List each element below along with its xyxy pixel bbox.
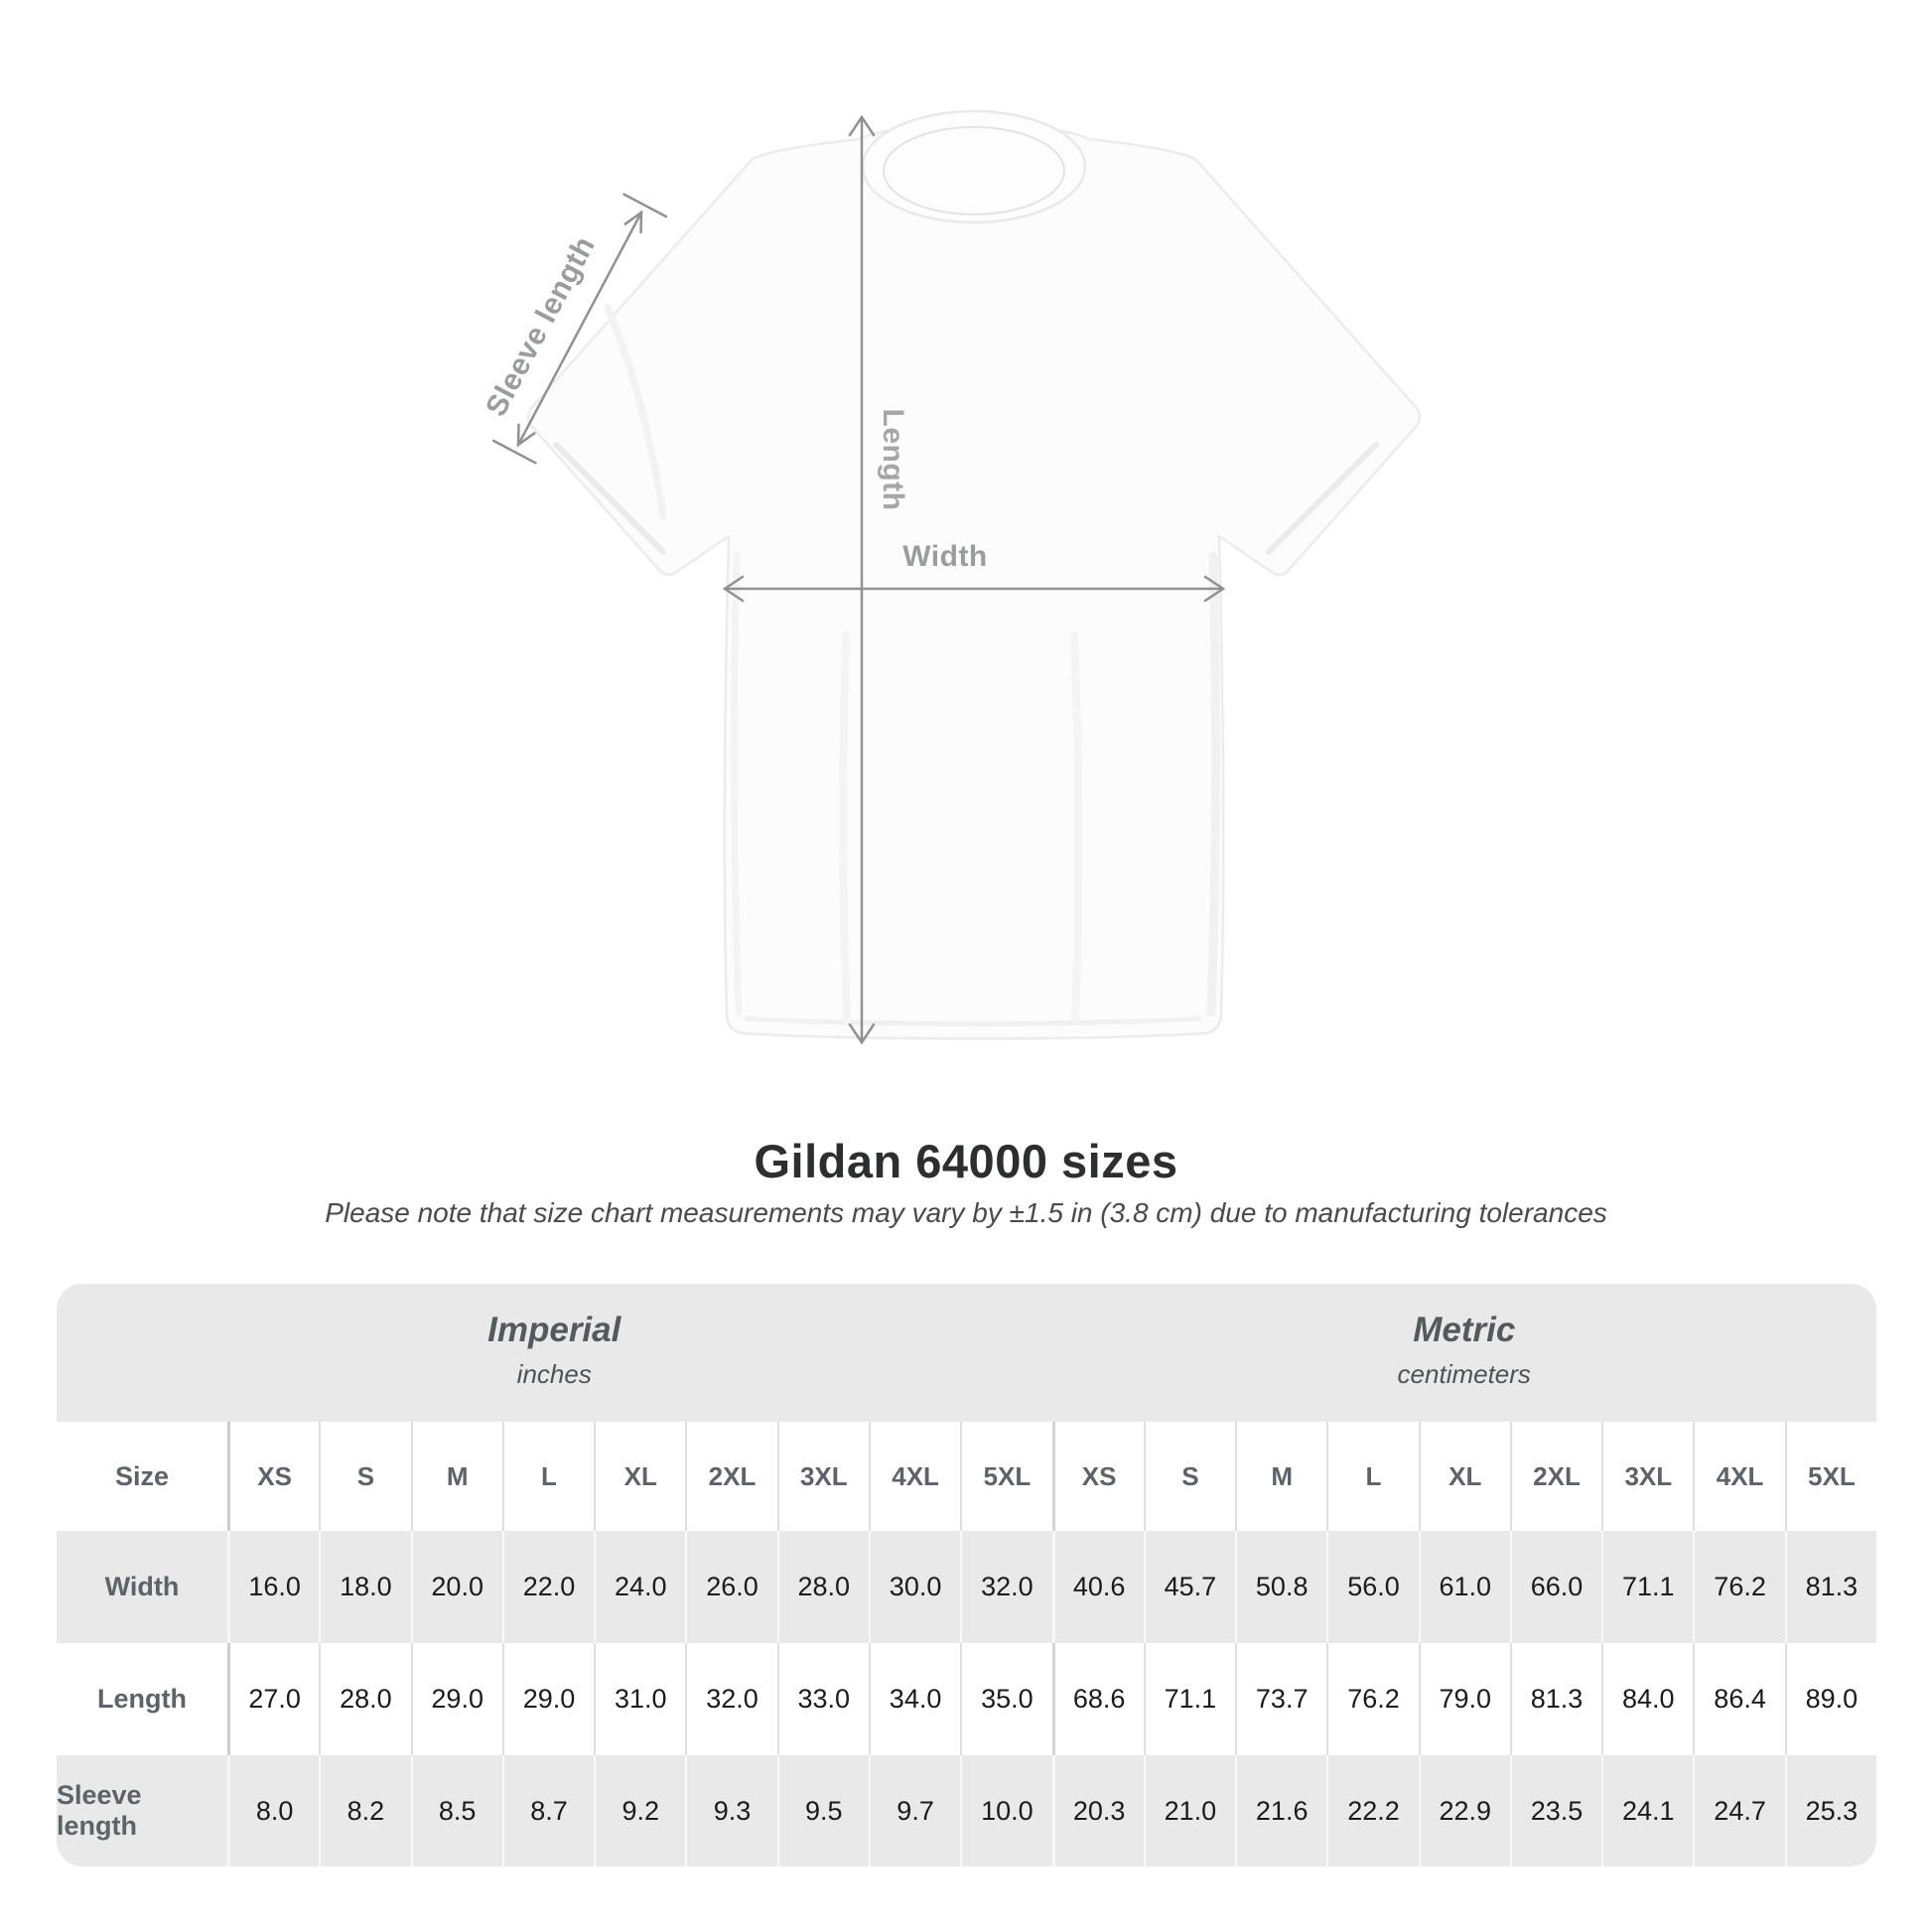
value-cell-metric: 22.9	[1418, 1755, 1510, 1866]
size-header-metric-xl: XL	[1418, 1422, 1510, 1531]
imperial-group-label: Imperial	[487, 1310, 621, 1349]
value-cell-imperial: 30.0	[868, 1531, 961, 1643]
size-header-imperial-l: L	[501, 1422, 595, 1531]
tshirt-illustration	[491, 109, 1422, 1045]
size-header-imperial-m: M	[410, 1422, 502, 1531]
value-cell-metric: 56.0	[1326, 1531, 1419, 1643]
metric-group-label: Metric	[1413, 1310, 1516, 1349]
value-cell-imperial: 9.3	[685, 1755, 777, 1866]
value-cell-imperial: 22.0	[501, 1531, 595, 1643]
value-cell-imperial: 29.0	[410, 1643, 502, 1755]
value-cell-imperial: 9.5	[776, 1755, 869, 1866]
value-cell-imperial: 35.0	[960, 1643, 1052, 1755]
tshirt-collar	[861, 109, 1087, 224]
value-cell-metric: 81.3	[1784, 1531, 1876, 1643]
value-cell-metric: 79.0	[1418, 1643, 1510, 1755]
value-cell-imperial: 24.0	[594, 1531, 686, 1643]
value-cell-imperial: 28.0	[319, 1643, 411, 1755]
value-cell-imperial: 8.5	[410, 1755, 502, 1866]
size-header-metric-l: L	[1326, 1422, 1419, 1531]
value-cell-imperial: 27.0	[227, 1643, 320, 1755]
value-cell-metric: 81.3	[1509, 1643, 1602, 1755]
value-cell-metric: 20.3	[1051, 1755, 1144, 1866]
size-header-imperial-2xl: 2XL	[685, 1422, 777, 1531]
value-cell-metric: 89.0	[1784, 1643, 1876, 1755]
value-cell-metric: 22.2	[1326, 1755, 1419, 1866]
size-header-metric-xs: XS	[1051, 1422, 1144, 1531]
value-cell-metric: 76.2	[1693, 1531, 1785, 1643]
imperial-group-unit: inches	[516, 1358, 592, 1389]
size-header-metric-3xl: 3XL	[1601, 1422, 1694, 1531]
value-cell-imperial: 9.7	[868, 1755, 961, 1866]
tshirt-shading	[553, 304, 1379, 1027]
size-header-imperial-4xl: 4XL	[868, 1422, 961, 1531]
imperial-group-header: Imperial inches	[57, 1284, 1052, 1422]
size-table-grid: Imperial inches Metric centimeters Size X…	[57, 1284, 1876, 1866]
value-cell-metric: 21.6	[1235, 1755, 1327, 1866]
size-header-metric-5xl: 5XL	[1784, 1422, 1876, 1531]
value-cell-imperial: 8.0	[227, 1755, 320, 1866]
size-header-imperial-5xl: 5XL	[960, 1422, 1052, 1531]
value-cell-metric: 76.2	[1326, 1643, 1419, 1755]
value-cell-imperial: 26.0	[685, 1531, 777, 1643]
value-cell-imperial: 10.0	[960, 1755, 1052, 1866]
size-column-header: Size	[57, 1422, 227, 1531]
size-header-imperial-xs: XS	[227, 1422, 320, 1531]
value-cell-imperial: 32.0	[685, 1643, 777, 1755]
metric-group-header: Metric centimeters	[1051, 1284, 1876, 1422]
measurement-label: Sleeve length	[57, 1755, 227, 1866]
size-header-metric-4xl: 4XL	[1693, 1422, 1785, 1531]
value-cell-metric: 24.1	[1601, 1755, 1694, 1866]
tshirt-body	[526, 123, 1422, 1040]
value-cell-metric: 21.0	[1143, 1755, 1236, 1866]
value-cell-imperial: 34.0	[868, 1643, 961, 1755]
value-cell-metric: 25.3	[1784, 1755, 1876, 1866]
value-cell-metric: 84.0	[1601, 1643, 1694, 1755]
measurement-label: Width	[57, 1531, 227, 1643]
page-title: Gildan 64000 sizes	[754, 1135, 1178, 1187]
value-cell-imperial: 16.0	[227, 1531, 320, 1643]
size-table: Imperial inches Metric centimeters Size X…	[57, 1284, 1876, 1866]
value-cell-imperial: 32.0	[960, 1531, 1052, 1643]
value-cell-metric: 45.7	[1143, 1531, 1236, 1643]
value-cell-imperial: 8.7	[501, 1755, 595, 1866]
value-cell-metric: 24.7	[1693, 1755, 1785, 1866]
value-cell-imperial: 29.0	[501, 1643, 595, 1755]
value-cell-imperial: 33.0	[776, 1643, 869, 1755]
width-annotation: Width	[902, 540, 988, 573]
size-header-imperial-s: S	[319, 1422, 411, 1531]
size-header-imperial-xl: XL	[594, 1422, 686, 1531]
size-header-metric-s: S	[1143, 1422, 1236, 1531]
value-cell-imperial: 31.0	[594, 1643, 686, 1755]
tolerance-note: Please note that size chart measurements…	[325, 1197, 1607, 1228]
value-cell-imperial: 20.0	[410, 1531, 502, 1643]
value-cell-metric: 50.8	[1235, 1531, 1327, 1643]
value-cell-metric: 86.4	[1693, 1643, 1785, 1755]
size-header-metric-2xl: 2XL	[1509, 1422, 1602, 1531]
value-cell-metric: 61.0	[1418, 1531, 1510, 1643]
tshirt-diagram: Sleeve length Length Width	[480, 109, 1422, 1045]
length-annotation: Length	[877, 408, 909, 511]
value-cell-metric: 23.5	[1509, 1755, 1602, 1866]
value-cell-imperial: 28.0	[776, 1531, 869, 1643]
measurement-label: Length	[57, 1643, 227, 1755]
measurement-arrows	[491, 114, 1226, 1045]
width-arrow	[722, 575, 1226, 603]
value-cell-imperial: 8.2	[319, 1755, 411, 1866]
value-cell-metric: 40.6	[1051, 1531, 1144, 1643]
size-header-metric-m: M	[1235, 1422, 1327, 1531]
value-cell-metric: 68.6	[1051, 1643, 1144, 1755]
sleeve-length-arrow	[491, 193, 668, 465]
size-header-imperial-3xl: 3XL	[776, 1422, 869, 1531]
value-cell-imperial: 18.0	[319, 1531, 411, 1643]
value-cell-metric: 73.7	[1235, 1643, 1327, 1755]
length-arrow	[848, 114, 876, 1045]
metric-group-unit: centimeters	[1397, 1358, 1531, 1389]
value-cell-imperial: 9.2	[594, 1755, 686, 1866]
value-cell-metric: 66.0	[1509, 1531, 1602, 1643]
value-cell-metric: 71.1	[1143, 1643, 1236, 1755]
value-cell-metric: 71.1	[1601, 1531, 1694, 1643]
